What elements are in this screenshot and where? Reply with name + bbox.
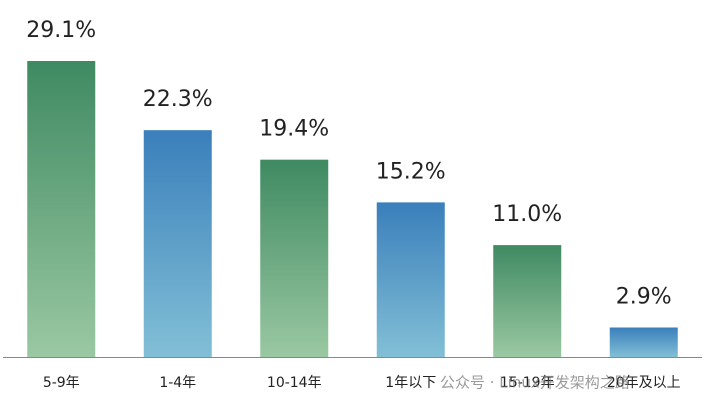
x-tick-label: 5-9年 <box>43 375 80 391</box>
x-tick-label: 15-19年 <box>500 375 555 391</box>
value-label: 15.2% <box>376 159 446 184</box>
x-tick-label: 10-14年 <box>267 375 322 391</box>
x-tick-label: 1年以下 <box>385 375 436 391</box>
value-label: 11.0% <box>492 202 562 227</box>
value-label: 19.4% <box>259 117 329 142</box>
value-label: 22.3% <box>143 87 213 112</box>
watermark: 公众号 · Linux开发架构之路 <box>440 374 630 392</box>
x-tick-label: 20年及以上 <box>607 375 681 391</box>
bar <box>609 327 678 357</box>
bar <box>376 202 445 357</box>
bar <box>143 130 212 357</box>
value-label: 29.1% <box>26 18 96 43</box>
bar <box>493 245 562 357</box>
bars: 29.1% 5-9年 22.3% 1-4年 19.4% 10-14年 15.2% 1年以下 11… <box>26 18 680 391</box>
bar <box>27 61 96 357</box>
value-label: 2.9% <box>616 285 672 310</box>
x-tick-label: 1-4年 <box>159 375 196 391</box>
bar <box>260 159 329 357</box>
